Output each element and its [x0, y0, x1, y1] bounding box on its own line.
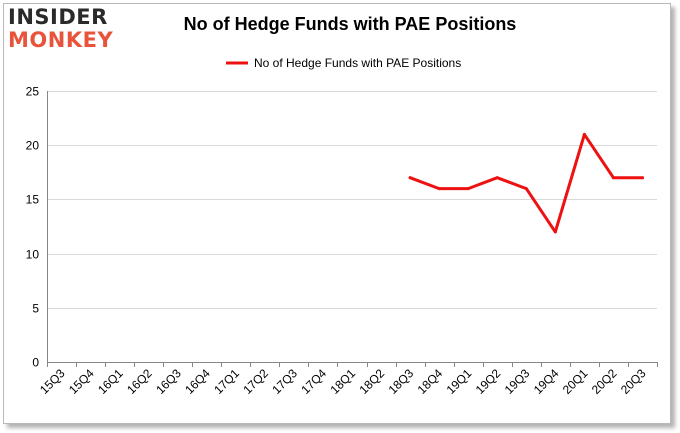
x-tick-label: 19Q3: [502, 366, 533, 397]
insider-monkey-logo: INSIDER MONKEY: [8, 6, 130, 56]
x-tick-label: 18Q3: [386, 366, 417, 397]
x-tick-label: 18Q4: [415, 366, 446, 397]
y-tick-label: 10: [26, 248, 40, 262]
x-tick-label: 16Q2: [124, 366, 155, 397]
data-point: [408, 176, 412, 180]
logo-line-2: MONKEY: [8, 28, 114, 52]
x-tick-label: 19Q2: [473, 366, 504, 397]
x-tick-label: 20Q1: [560, 366, 591, 397]
x-tick-label: 20Q3: [618, 366, 649, 397]
data-point: [524, 187, 528, 191]
x-tick-label: 17Q2: [240, 366, 271, 397]
y-tick-label: 25: [26, 85, 40, 99]
y-tick-label: 0: [32, 356, 39, 370]
data-point: [437, 187, 441, 191]
x-tick-label: 16Q4: [182, 366, 213, 397]
x-tick-label: 20Q2: [589, 366, 620, 397]
chart-title: No of Hedge Funds with PAE Positions: [183, 14, 517, 34]
data-point: [553, 230, 557, 234]
x-tick-label: 17Q3: [269, 366, 300, 397]
x-tick-label: 18Q2: [357, 366, 388, 397]
data-point: [582, 132, 586, 136]
x-tick-label: 16Q1: [95, 366, 126, 397]
x-tick-label: 19Q4: [531, 366, 562, 397]
x-tick-label: 17Q4: [298, 366, 329, 397]
data-point: [641, 176, 644, 180]
y-tick-label: 15: [26, 193, 40, 207]
data-point: [466, 187, 470, 191]
x-tick-label: 16Q3: [153, 366, 184, 397]
x-tick-label: 15Q3: [37, 366, 68, 397]
x-tick-label: 18Q1: [327, 366, 358, 397]
series-line: [408, 132, 644, 234]
y-tick-label: 20: [26, 139, 40, 153]
data-point: [611, 176, 615, 180]
logo-line-1: INSIDER: [8, 5, 108, 29]
x-tick-label: 15Q4: [66, 366, 97, 397]
legend-label: No of Hedge Funds with PAE Positions: [254, 56, 461, 70]
y-tick-label: 5: [32, 302, 39, 316]
x-tick-label: 19Q1: [444, 366, 475, 397]
data-point: [495, 176, 499, 180]
x-tick-label: 17Q1: [211, 366, 242, 397]
